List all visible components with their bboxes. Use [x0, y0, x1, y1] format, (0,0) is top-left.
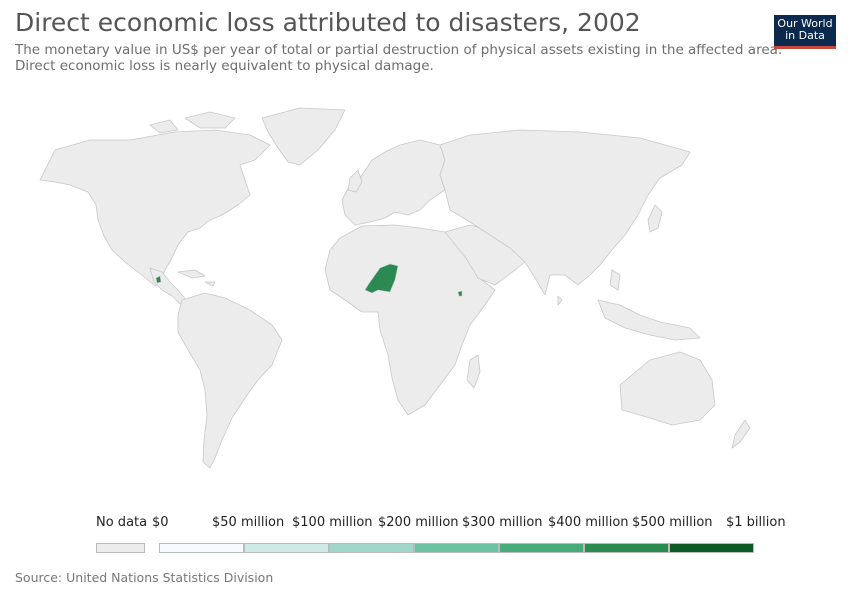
- legend-swatch-1[interactable]: [244, 543, 329, 553]
- guatemala[interactable]: [155, 275, 162, 284]
- legend: No data $0 $50 million $100 million $200…: [0, 510, 850, 560]
- madagascar[interactable]: [466, 354, 481, 389]
- subtitle-line-1: The monetary value in US$ per year of to…: [15, 42, 783, 58]
- legend-swatch-6[interactable]: [669, 543, 754, 553]
- chart-subtitle: The monetary value in US$ per year of to…: [15, 42, 835, 74]
- logo-line-1: Our World: [777, 17, 833, 30]
- legend-no-data-label: No data: [96, 515, 148, 530]
- uk-ireland[interactable]: [347, 169, 363, 193]
- legend-label-6: $500 million: [632, 515, 713, 530]
- legend-label-2: $100 million: [292, 515, 373, 530]
- legend-label-4: $300 million: [462, 515, 543, 530]
- legend-swatch-5[interactable]: [584, 543, 669, 553]
- greenland[interactable]: [261, 107, 346, 166]
- new-zealand[interactable]: [731, 419, 751, 449]
- legend-label-3: $200 million: [378, 515, 459, 530]
- caribbean[interactable]: [177, 269, 216, 287]
- subtitle-line-2: Direct economic loss is nearly equivalen…: [15, 58, 434, 74]
- legend-label-7: $1 billion: [726, 515, 786, 530]
- legend-no-data-swatch[interactable]: [96, 543, 145, 553]
- legend-label-1: $50 million: [212, 515, 285, 530]
- source-note[interactable]: Source: United Nations Statistics Divisi…: [15, 570, 274, 585]
- logo-line-2: in Data: [785, 29, 825, 42]
- legend-label-0: $0: [152, 515, 169, 530]
- owid-logo[interactable]: Our World in Data: [774, 15, 836, 49]
- niger[interactable]: [364, 263, 399, 294]
- djibouti[interactable]: [457, 290, 463, 297]
- arctic-islands[interactable]: [149, 111, 236, 134]
- south-america[interactable]: [177, 292, 283, 469]
- world-map[interactable]: [0, 80, 850, 500]
- legend-swatch-3[interactable]: [414, 543, 499, 553]
- southeast-asia-islands[interactable]: [597, 269, 701, 341]
- world-map-svg: [39, 107, 751, 469]
- australia[interactable]: [619, 351, 716, 426]
- legend-swatch-2[interactable]: [329, 543, 414, 553]
- legend-swatch-0[interactable]: [159, 543, 244, 553]
- asia[interactable]: [439, 129, 691, 296]
- north-america[interactable]: [39, 129, 271, 287]
- chart-title: Direct economic loss attributed to disas…: [15, 8, 641, 37]
- legend-label-5: $400 million: [548, 515, 629, 530]
- legend-swatch-4[interactable]: [499, 543, 584, 553]
- japan[interactable]: [647, 204, 663, 233]
- sri-lanka[interactable]: [557, 295, 563, 306]
